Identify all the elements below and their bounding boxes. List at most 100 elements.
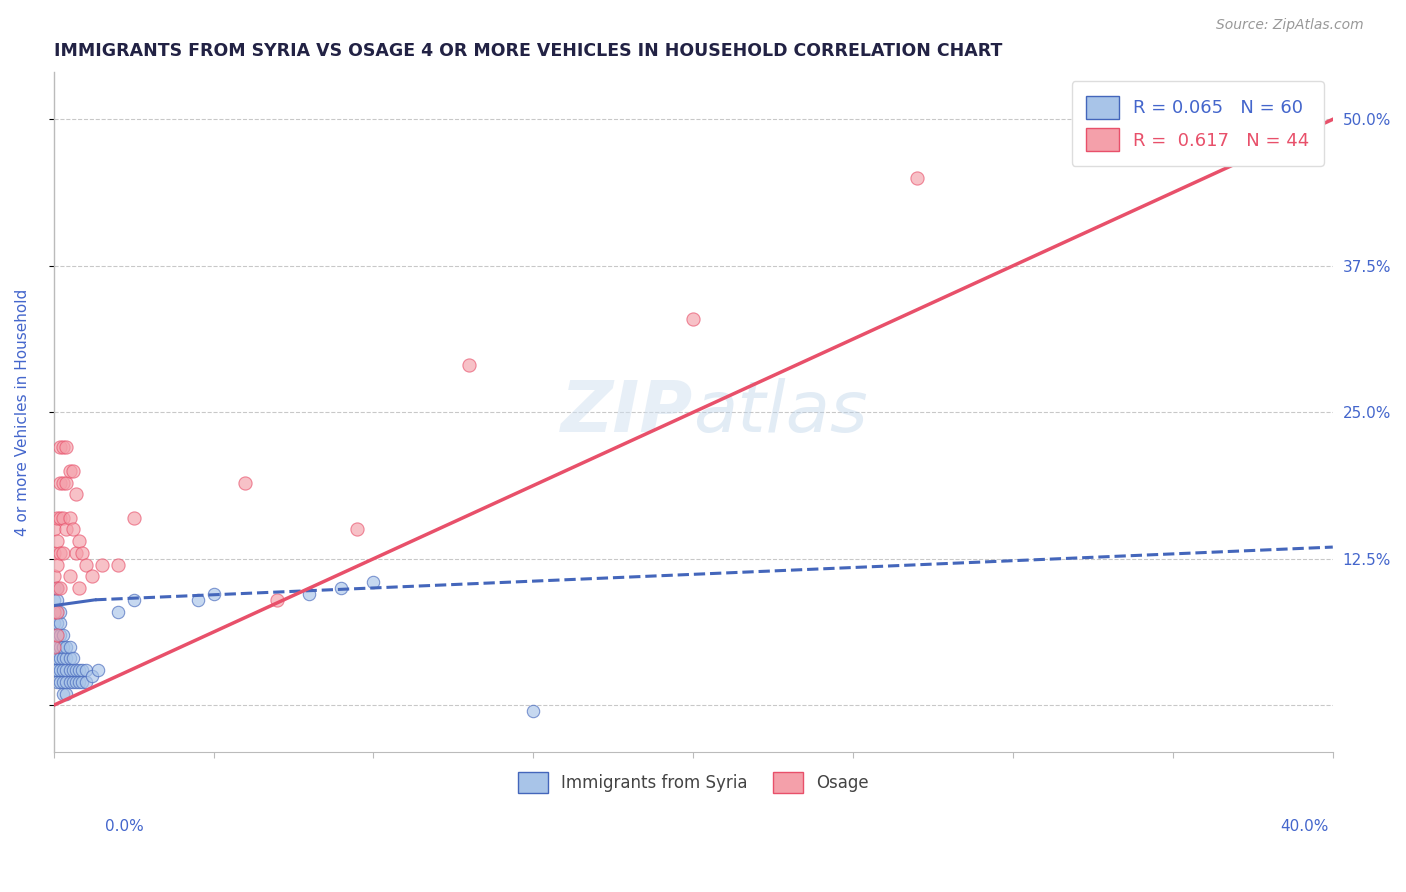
Point [55,663,77,677]
Point [49,581,72,595]
Point [42,546,65,560]
Point [122,510,145,524]
Point [122,592,145,607]
Y-axis label: 4 or more Vehicles in Household: 4 or more Vehicles in Household [15,289,30,536]
Point [62,651,84,665]
Point [52,475,75,490]
Point [45,558,67,572]
Point [45,581,67,595]
Point [49,640,72,654]
Point [59,651,82,665]
Point [42,616,65,631]
Point [42,581,65,595]
Point [330,581,353,595]
Point [55,640,77,654]
Point [346,523,368,537]
Point [107,605,129,619]
Point [42,628,65,642]
Point [55,523,77,537]
Point [52,546,75,560]
Point [42,640,65,654]
Point [55,651,77,665]
Point [87,663,110,677]
Point [49,674,72,689]
Point [65,487,87,501]
Point [363,575,385,590]
Point [75,663,97,677]
Point [90,558,112,572]
Point [42,640,65,654]
Point [55,441,77,455]
Point [62,663,84,677]
Point [52,651,75,665]
Point [75,674,97,689]
Point [65,663,87,677]
Point [75,558,97,572]
Point [59,640,82,654]
Point [67,674,90,689]
Point [45,628,67,642]
Point [45,510,67,524]
Point [52,640,75,654]
Point [49,546,72,560]
Point [522,704,544,718]
Point [52,674,75,689]
Point [45,640,67,654]
Point [59,674,82,689]
Point [62,523,84,537]
Point [45,628,67,642]
Point [67,663,90,677]
Point [42,523,65,537]
Point [49,510,72,524]
Point [62,464,84,478]
Point [72,546,94,560]
Point [42,605,65,619]
Point [59,464,82,478]
Point [59,663,82,677]
Point [298,587,321,601]
Point [42,569,65,583]
Point [45,651,67,665]
Point [458,359,481,373]
Text: 40.0%: 40.0% [1281,820,1329,834]
Point [67,534,90,549]
Point [107,558,129,572]
Point [72,663,94,677]
Point [42,592,65,607]
Point [59,510,82,524]
Point [55,475,77,490]
Point [80,569,103,583]
Point [45,534,67,549]
Point [202,587,225,601]
Point [682,311,704,326]
Point [49,616,72,631]
Point [65,674,87,689]
Text: atlas: atlas [693,378,868,447]
Point [49,441,72,455]
Point [42,651,65,665]
Point [45,616,67,631]
Point [67,581,90,595]
Point [65,546,87,560]
Point [49,628,72,642]
Point [62,674,84,689]
Point [45,605,67,619]
Point [235,475,257,490]
Point [49,475,72,490]
Legend: Immigrants from Syria, Osage: Immigrants from Syria, Osage [506,760,880,805]
Point [52,441,75,455]
Point [55,674,77,689]
Point [45,674,67,689]
Point [72,674,94,689]
Point [45,592,67,607]
Point [59,569,82,583]
Point [49,651,72,665]
Point [52,663,75,677]
Text: ZIP: ZIP [561,378,693,447]
Point [905,170,928,185]
Point [49,605,72,619]
Point [52,687,75,701]
Text: Source: ZipAtlas.com: Source: ZipAtlas.com [1216,19,1364,32]
Point [186,592,208,607]
Point [52,510,75,524]
